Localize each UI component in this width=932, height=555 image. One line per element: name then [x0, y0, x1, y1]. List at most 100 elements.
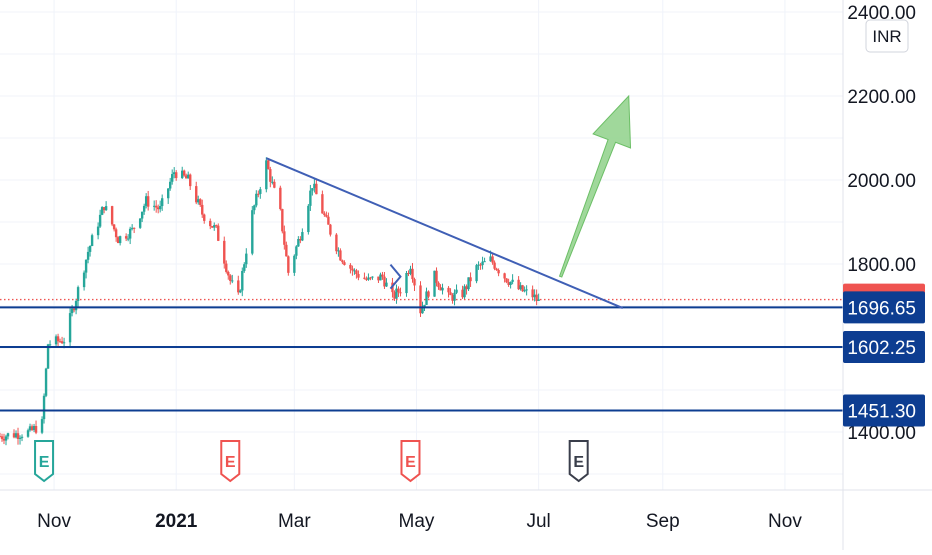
candle-body	[407, 273, 410, 275]
candle-body	[441, 287, 444, 291]
candle-body	[100, 207, 104, 215]
candle-body	[255, 193, 258, 206]
candle-body	[447, 287, 450, 293]
candle-body	[251, 210, 254, 254]
candle-body	[381, 274, 384, 277]
candle-body	[285, 244, 288, 257]
candle-body	[475, 265, 478, 282]
candle-body	[175, 172, 178, 179]
candle-body	[369, 277, 372, 279]
candle-body	[245, 253, 248, 265]
candle-body	[439, 287, 442, 291]
candle-body	[130, 227, 134, 229]
candle-body	[28, 426, 32, 431]
candle-body	[183, 170, 186, 176]
candle-body	[295, 246, 298, 256]
candle-body	[383, 276, 386, 287]
candle-body	[30, 426, 34, 431]
candle-body	[363, 277, 366, 279]
candle-body	[315, 183, 318, 195]
candle-body	[497, 270, 500, 274]
candle-body	[171, 174, 174, 182]
candle-body	[321, 194, 324, 214]
candle-body	[519, 285, 522, 290]
earnings-marker-shape	[568, 440, 589, 483]
price-axis[interactable]: 1400.00 1800.00 2000.00 2200.00 2400.00	[847, 3, 916, 444]
candle-body	[271, 181, 274, 183]
candle-body	[385, 282, 388, 287]
candle-body	[74, 300, 78, 311]
candle-body	[142, 205, 146, 212]
candle-body	[267, 160, 270, 170]
candle-body	[116, 237, 120, 244]
candle-body	[353, 270, 356, 272]
candle-body	[495, 268, 498, 271]
candle-body	[327, 216, 330, 225]
level-tag-3-bg	[843, 394, 925, 427]
candle-body	[46, 344, 50, 369]
candle-body	[187, 174, 190, 179]
candle-body	[341, 260, 344, 263]
candle-body	[102, 207, 106, 211]
candle-body	[124, 236, 128, 239]
candle-body	[335, 234, 338, 252]
currency-badge-box[interactable]	[865, 19, 909, 53]
candle-body	[96, 226, 100, 236]
candle-body	[307, 205, 310, 233]
candle-body	[62, 342, 66, 344]
candle-body	[413, 279, 416, 286]
candle-body	[239, 290, 242, 293]
candle-body	[241, 270, 244, 291]
candle-body	[257, 193, 260, 195]
candle-body	[427, 291, 430, 297]
candle-body	[185, 175, 188, 179]
candle-body	[126, 238, 130, 240]
candle-body	[379, 274, 382, 281]
chevron-marker	[389, 263, 402, 290]
candle-body	[211, 226, 214, 228]
candle-body	[465, 286, 468, 290]
candle-body	[343, 262, 346, 265]
bullish-arrow	[558, 94, 632, 278]
candle-body	[48, 344, 52, 346]
descending-trendline	[265, 157, 624, 310]
candle-body	[449, 292, 452, 296]
earnings-marker-shape	[34, 440, 55, 483]
candle-body	[197, 199, 200, 203]
candle-body	[323, 213, 326, 216]
candle-body	[259, 189, 262, 194]
price-tick-label: 2200.00	[847, 87, 916, 108]
candle-body	[299, 239, 302, 241]
candle-body	[201, 204, 204, 215]
earnings-marker-2: E	[220, 440, 241, 483]
candle-body	[435, 270, 438, 283]
candle-body	[491, 256, 494, 263]
candle-body	[40, 419, 44, 433]
candle-body	[525, 289, 528, 291]
price-tick-label: 1400.00	[847, 423, 916, 444]
candle-body	[70, 308, 74, 314]
earnings-marker-shape	[220, 440, 241, 483]
candle-body	[140, 211, 144, 219]
candle-body	[453, 292, 456, 301]
price-tick-label: 2400.00	[847, 3, 916, 24]
drawings	[0, 94, 843, 412]
time-axis[interactable]: Nov 2021 Mar May Jul Sep Nov	[37, 511, 802, 532]
candle-body	[461, 289, 464, 298]
candle-body	[0, 436, 4, 439]
candle-body	[189, 174, 192, 187]
candle-body	[84, 259, 88, 273]
candle-body	[409, 268, 412, 274]
candle-body	[76, 287, 80, 301]
time-tick-label: Sep	[646, 511, 680, 532]
candle-body	[329, 224, 332, 235]
currency-badge[interactable]: INR	[865, 19, 909, 53]
candle-body	[533, 294, 536, 298]
time-tick-label: Nov	[768, 511, 802, 532]
level-tag-1-bg	[843, 291, 925, 324]
candle-body	[489, 256, 492, 262]
candle-body	[283, 231, 286, 245]
candle-body	[309, 190, 312, 206]
